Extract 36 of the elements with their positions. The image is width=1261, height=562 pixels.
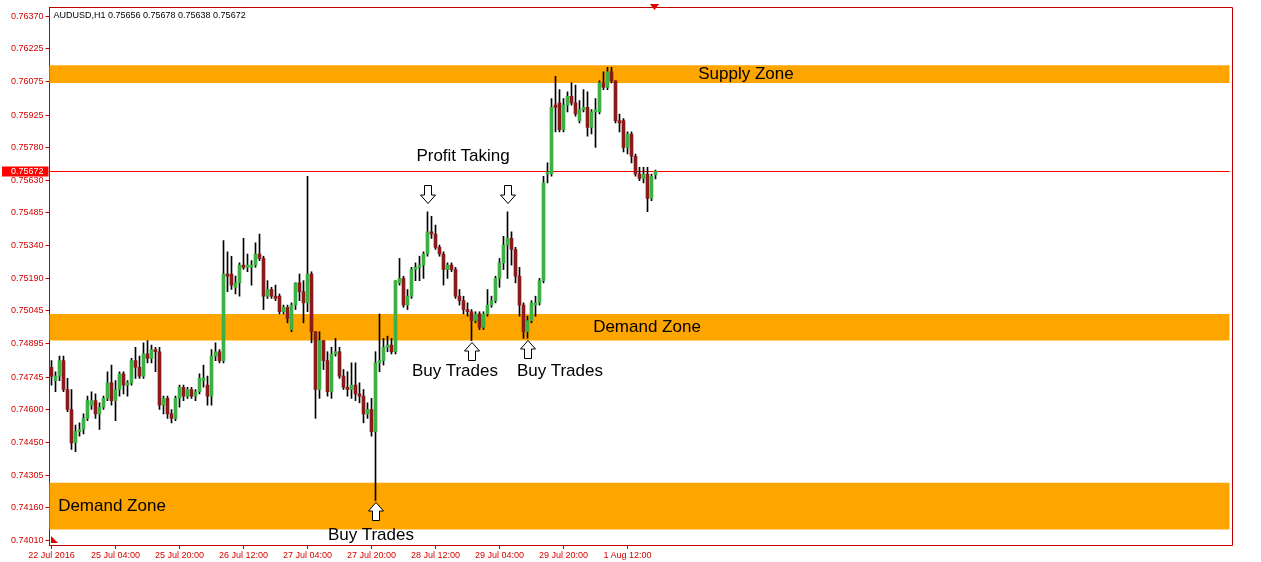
annotation: Buy Trades: [517, 360, 603, 380]
x-tick-label: 28 Jul 12:00: [410, 549, 461, 560]
x-tick-label: 25 Jul 20:00: [154, 549, 205, 560]
y-tick-label: 0.74600: [10, 403, 44, 414]
annotation: Buy Trades: [328, 524, 414, 544]
annotation: Profit Taking: [416, 145, 510, 165]
x-tick-label: 29 Jul 04:00: [474, 549, 525, 560]
chart-title: AUDUSD,H1 0.75656 0.75678 0.75638 0.75672: [53, 9, 246, 20]
y-tick-label: 0.76225: [10, 42, 44, 53]
y-tick-label: 0.74010: [10, 535, 44, 546]
y-tick-label: 0.75630: [10, 175, 44, 186]
x-tick-label: 26 Jul 12:00: [218, 549, 269, 560]
annotation: Buy Trades: [412, 360, 498, 380]
band-label: Demand Zone: [593, 316, 701, 336]
x-tick-label: 27 Jul 20:00: [346, 549, 397, 560]
y-tick-label: 0.74450: [10, 437, 44, 448]
y-tick-label: 0.74745: [10, 371, 44, 382]
x-tick-label: 22 Jul 2016: [28, 549, 75, 560]
y-tick-label: 0.75045: [10, 305, 44, 316]
band-label: Demand Zone: [58, 495, 166, 515]
y-tick-label: 0.74160: [10, 501, 44, 512]
y-tick-label: 0.76075: [10, 76, 44, 87]
y-tick-label: 0.75780: [10, 141, 44, 152]
x-tick-label: 25 Jul 04:00: [90, 549, 141, 560]
ref-line-label: 0.75672: [10, 165, 44, 176]
y-tick-label: 0.75190: [10, 272, 44, 283]
y-tick-label: 0.75925: [10, 109, 44, 120]
y-tick-label: 0.74305: [10, 469, 44, 480]
y-tick-label: 0.74895: [10, 338, 44, 349]
y-tick-label: 0.76370: [10, 10, 44, 21]
band-label: Supply Zone: [698, 63, 794, 83]
x-tick-label: 27 Jul 04:00: [282, 549, 333, 560]
y-tick-label: 0.75340: [10, 239, 44, 250]
x-tick-label: 29 Jul 20:00: [538, 549, 589, 560]
x-tick-label: 1 Aug 12:00: [603, 549, 652, 560]
y-tick-label: 0.75485: [10, 207, 44, 218]
